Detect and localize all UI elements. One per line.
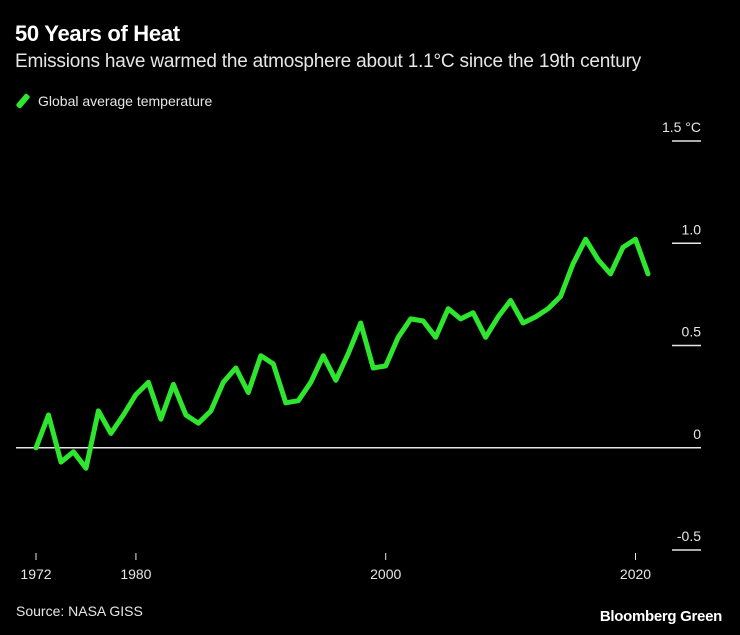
x-tick-label: 2020 [620, 566, 651, 582]
legend: Global average temperature [15, 92, 213, 110]
y-axis: -0.5 0 0.5 1.0 1.5 °C [662, 119, 702, 551]
y-tick-label: 0.5 [682, 324, 702, 340]
x-tick-label: 2000 [370, 566, 401, 582]
chart-subtitle: Emissions have warmed the atmosphere abo… [15, 51, 642, 72]
x-axis: 1972 1980 2000 2020 [20, 553, 651, 582]
y-tick-label: 1.0 [682, 221, 702, 237]
y-tick-label: -0.5 [677, 528, 701, 544]
brand-logo: Bloomberg Green [599, 608, 722, 625]
x-tick-label: 1980 [120, 566, 151, 582]
source-note: Source: NASA GISS [16, 603, 143, 619]
x-tick-label: 1972 [20, 566, 51, 582]
y-tick-label: 0 [693, 426, 701, 442]
chart-title: 50 Years of Heat [15, 21, 180, 46]
series-layer [33, 236, 651, 471]
legend-label: Global average temperature [38, 93, 213, 109]
series-line-global-average-temperature [33, 236, 651, 471]
y-tick-label: 1.5 °C [662, 119, 701, 135]
